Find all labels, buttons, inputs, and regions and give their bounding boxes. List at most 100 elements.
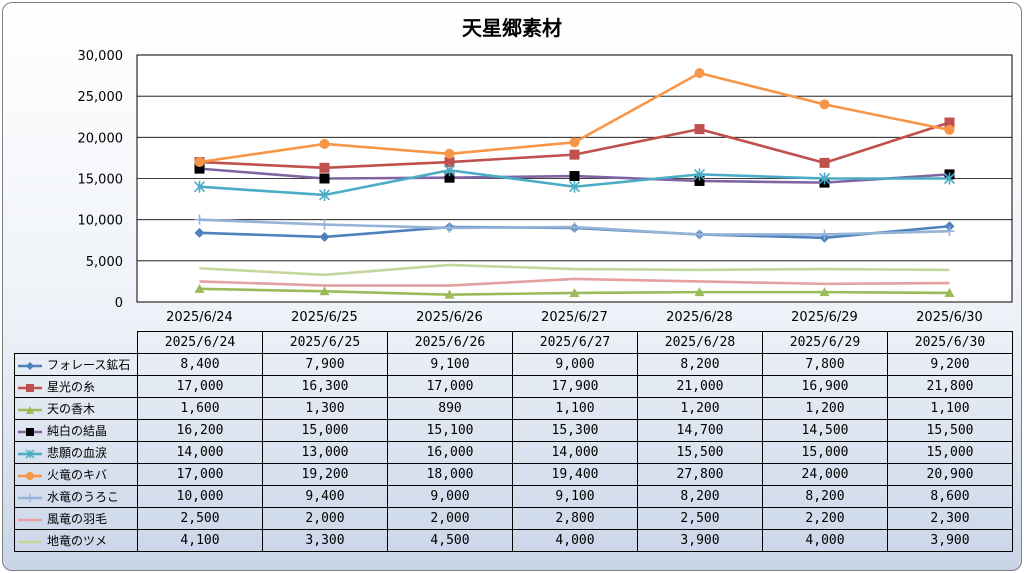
y-tick-label: 0 <box>115 296 123 311</box>
table-cell: 2,800 <box>512 507 638 530</box>
table-date-header: 2025/6/29 <box>762 331 888 354</box>
table-date-header: 2025/6/24 <box>137 331 263 354</box>
table-cell: 21,000 <box>637 375 763 398</box>
data-point <box>319 162 330 173</box>
series-name: 悲願の血涙 <box>47 446 108 460</box>
legend-key <box>18 448 42 459</box>
legend-label: 星光の糸 <box>14 375 138 398</box>
legend-key <box>18 540 42 543</box>
data-point <box>194 227 205 238</box>
table-cell: 21,800 <box>887 375 1013 398</box>
data-point <box>693 168 706 181</box>
table-cell: 2,500 <box>637 507 763 530</box>
legend-key <box>18 361 42 370</box>
x-tick-label: 2025/6/25 <box>291 310 358 325</box>
table-cell: 16,000 <box>387 441 513 464</box>
data-point <box>444 289 455 299</box>
table-row: 純白の結晶 16,200 15,000 15,100 15,300 14,700 14,50… <box>14 419 1013 442</box>
data-point <box>194 157 205 168</box>
table-cell: 9,000 <box>512 353 638 376</box>
data-point <box>944 124 955 135</box>
x-tick-label: 2025/6/29 <box>791 310 858 325</box>
table-cell: 8,200 <box>762 485 888 508</box>
table-cell: 3,300 <box>262 529 388 552</box>
legend-label: 悲願の血涙 <box>14 441 138 464</box>
data-point <box>444 222 455 233</box>
table-cell: 1,200 <box>637 397 763 420</box>
table-cell: 15,500 <box>637 441 763 464</box>
table-cell: 27,800 <box>637 463 763 486</box>
series-line <box>199 277 950 287</box>
table-cell: 1,100 <box>512 397 638 420</box>
table-row: 風竜の羽毛 2,500 2,000 2,000 2,800 2,500 2,200 2,300 <box>14 507 1013 530</box>
table-cell: 15,500 <box>887 419 1013 442</box>
series-name: 火竜のキバ <box>47 468 108 482</box>
legend-label: 火竜のキバ <box>14 463 138 486</box>
table-row: 火竜のキバ 17,000 19,200 18,000 19,400 27,800 24,00… <box>14 463 1013 486</box>
data-point <box>819 157 830 168</box>
table-cell: 19,200 <box>262 463 388 486</box>
table-cell: 15,100 <box>387 419 513 442</box>
table-cell: 13,000 <box>262 441 388 464</box>
data-point <box>569 287 580 297</box>
table-cell: 9,400 <box>262 485 388 508</box>
table-cell: 14,700 <box>637 419 763 442</box>
table-cell: 17,000 <box>137 375 263 398</box>
table-date-header: 2025/6/30 <box>887 331 1013 354</box>
table-cell: 17,000 <box>387 375 513 398</box>
table-cell: 1,300 <box>262 397 388 420</box>
data-point <box>193 180 206 193</box>
data-point <box>319 286 330 296</box>
table-cell: 3,900 <box>887 529 1013 552</box>
table-cell: 8,600 <box>887 485 1013 508</box>
table-row: 悲願の血涙 14,000 13,000 16,000 14,000 15,500 15,00… <box>14 441 1013 464</box>
table-cell: 2,200 <box>762 507 888 530</box>
data-point <box>194 163 205 174</box>
table-date-header: 2025/6/28 <box>637 331 763 354</box>
table-cell: 8,200 <box>637 485 763 508</box>
data-point <box>819 287 830 297</box>
table-cell: 4,500 <box>387 529 513 552</box>
table-cell: 15,000 <box>887 441 1013 464</box>
chart-title: 天星郷素材 <box>462 16 562 40</box>
table-cell: 2,000 <box>262 507 388 530</box>
table-row: フォレース鉱石 8,400 7,900 9,100 9,000 8,200 7,800 9,2… <box>14 353 1013 376</box>
table-cell: 8,200 <box>637 353 763 376</box>
data-point <box>444 172 455 183</box>
data-table: 2025/6/24 2025/6/25 2025/6/26 2025/6/27 2025… <box>14 331 1013 552</box>
series-name: 純白の結晶 <box>47 424 108 438</box>
table-cell: 4,000 <box>512 529 638 552</box>
table-cell: 1,600 <box>137 397 263 420</box>
data-point <box>944 117 955 128</box>
y-tick-label: 30,000 <box>78 49 124 64</box>
legend-label: 風竜の羽毛 <box>14 507 138 530</box>
table-cell: 17,900 <box>512 375 638 398</box>
table-cell: 15,300 <box>512 419 638 442</box>
table-cell: 16,300 <box>262 375 388 398</box>
table-cell: 1,100 <box>887 397 1013 420</box>
y-tick-label: 15,000 <box>78 173 124 188</box>
table-cell: 17,000 <box>137 463 263 486</box>
data-point <box>694 229 705 240</box>
table-date-header: 2025/6/27 <box>512 331 638 354</box>
y-tick-label: 5,000 <box>86 255 123 270</box>
table-row: 星光の糸 17,000 16,300 17,000 17,900 21,000 16,900… <box>14 375 1013 398</box>
legend-label: 天の香木 <box>14 397 138 420</box>
data-point <box>819 229 830 240</box>
table-row: 天の香木 1,600 1,300 890 1,100 1,200 1,200 1,100 <box>14 397 1013 420</box>
legend-label: 純白の結晶 <box>14 419 138 442</box>
data-point <box>694 287 705 297</box>
legend-label: 地竜のツメ <box>14 529 138 552</box>
data-point <box>944 287 955 297</box>
legend-label: 水竜のうろこ <box>14 485 138 508</box>
series-name: 風竜の羽毛 <box>47 512 108 526</box>
x-tick-label: 2025/6/28 <box>666 310 733 325</box>
table-cell: 4,100 <box>137 529 263 552</box>
table-cell: 16,900 <box>762 375 888 398</box>
table-date-header: 2025/6/26 <box>387 331 513 354</box>
series-name: フォレース鉱石 <box>47 358 131 372</box>
table-date-header: 2025/6/25 <box>262 331 388 354</box>
table-cell: 890 <box>387 397 513 420</box>
data-point <box>569 137 580 148</box>
